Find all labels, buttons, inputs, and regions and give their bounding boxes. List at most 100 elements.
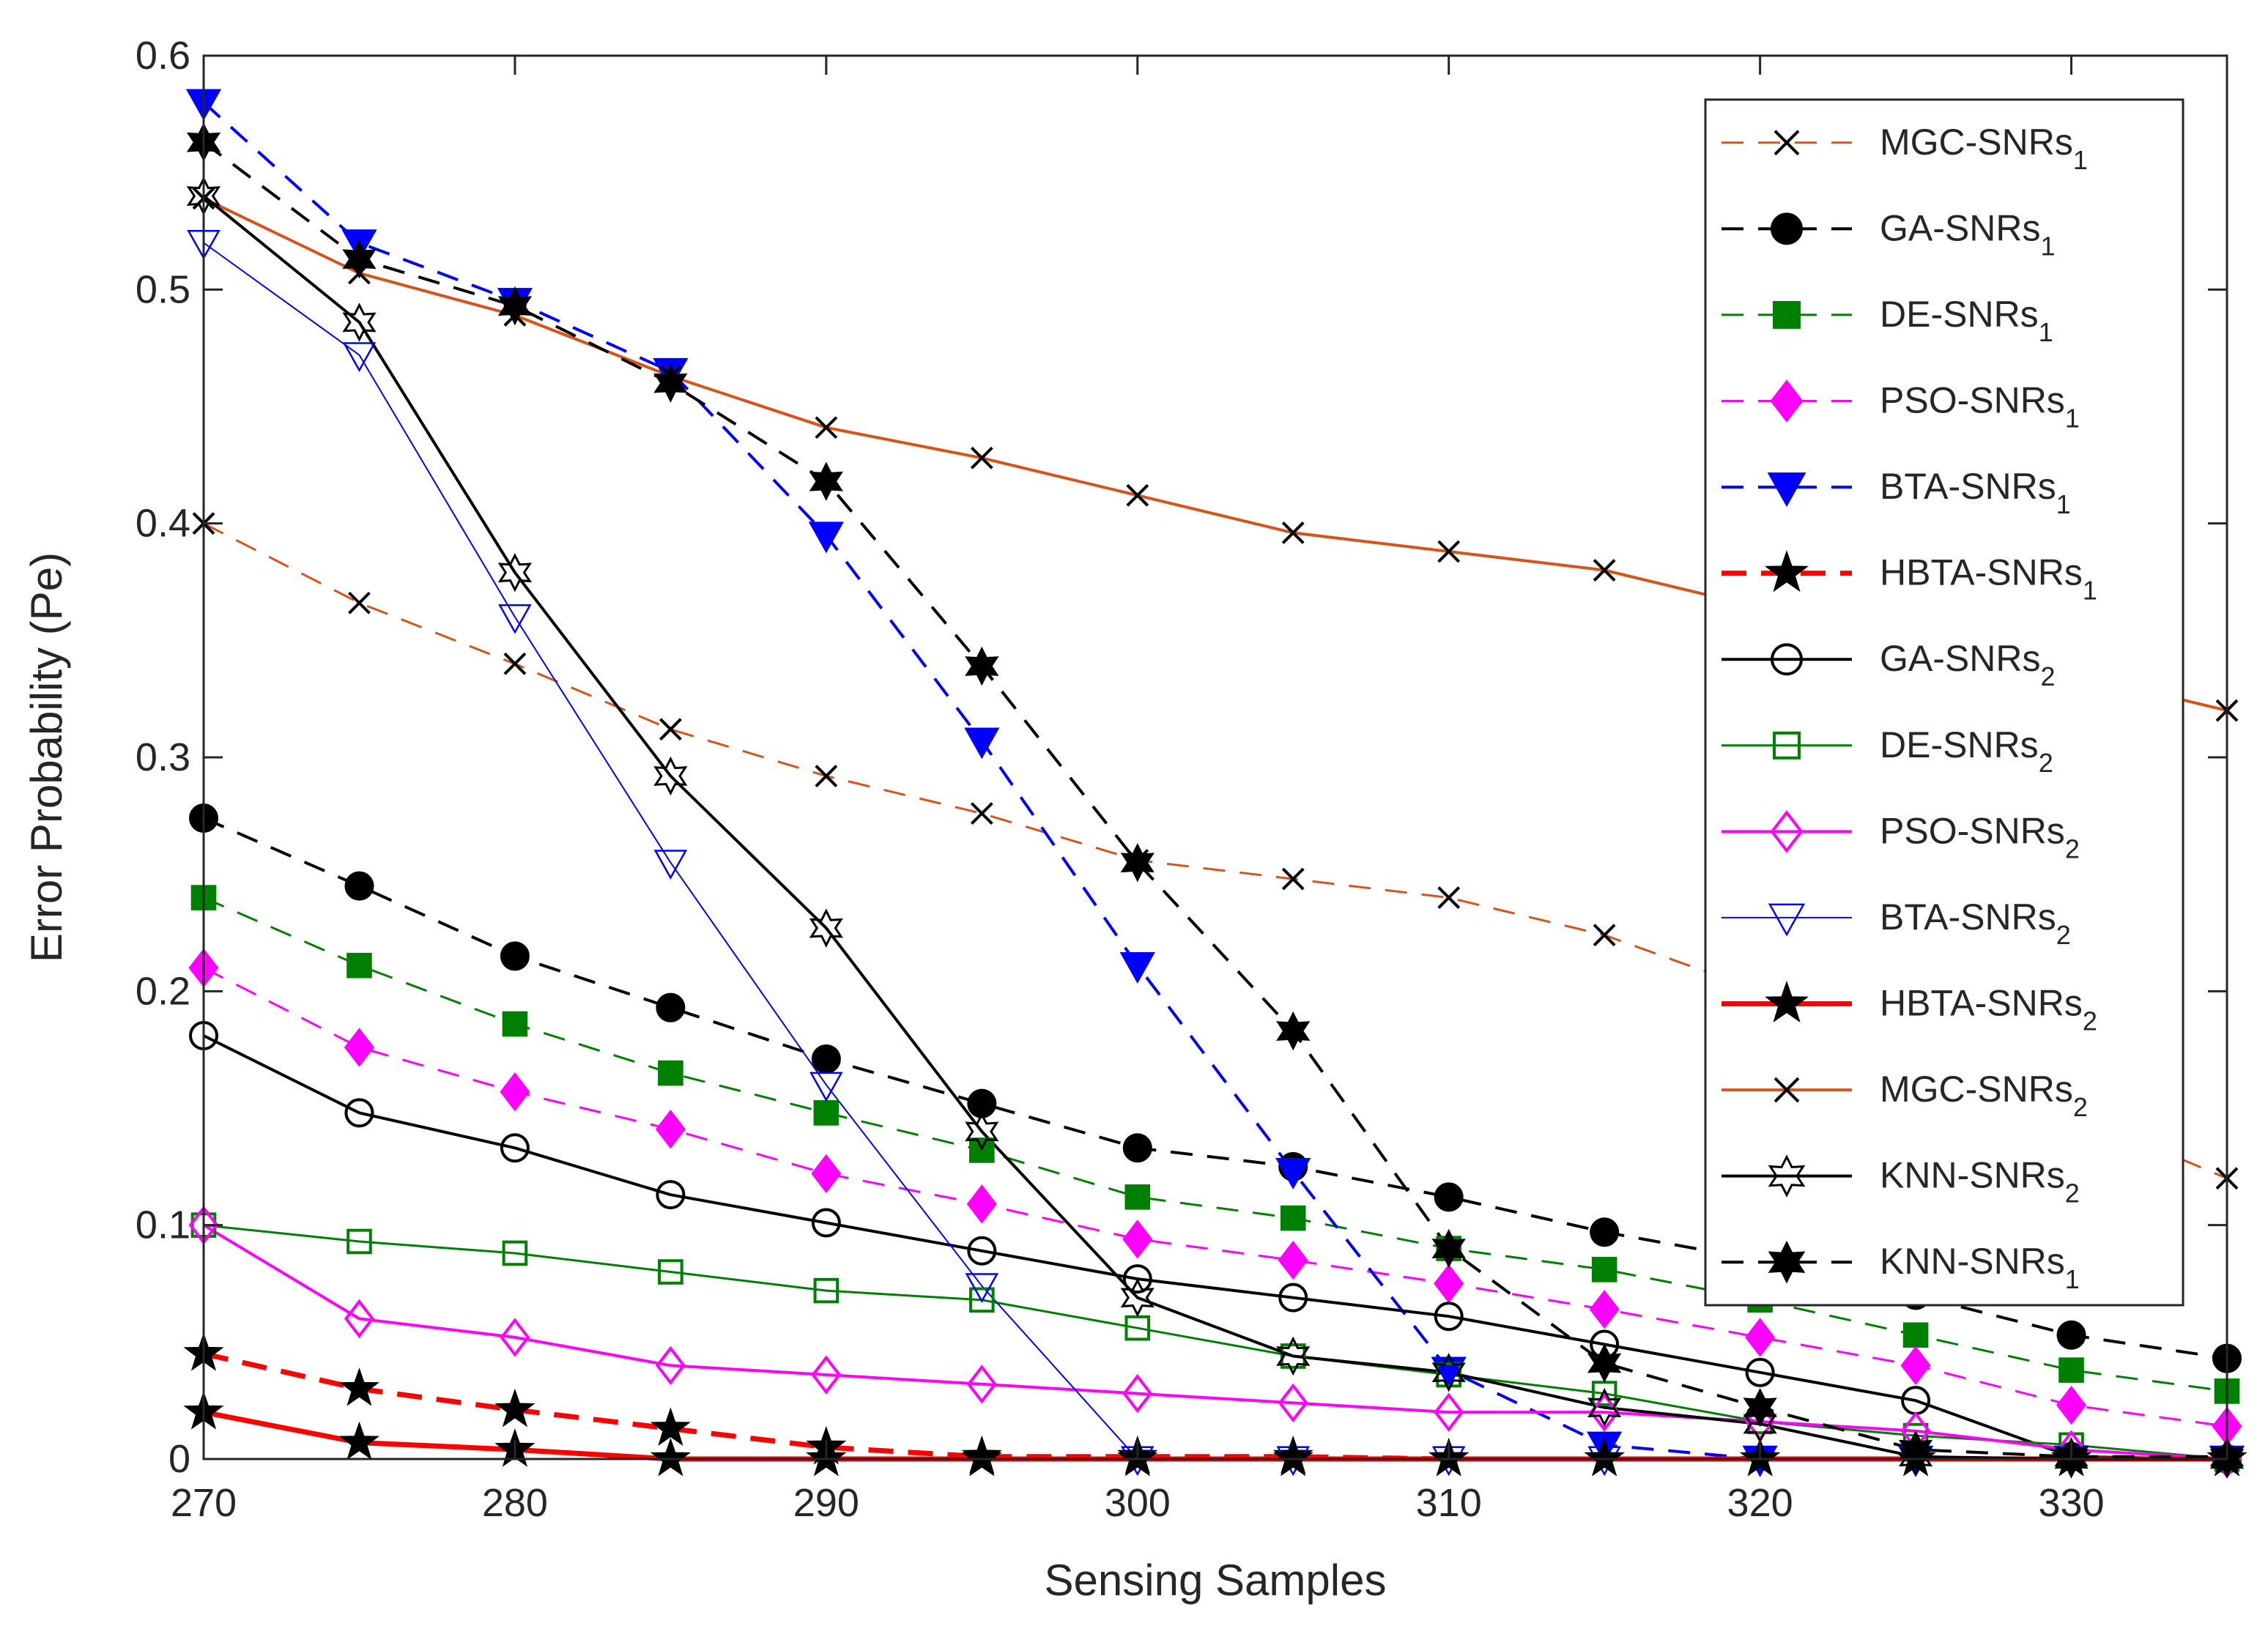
legend-label-subscript: 2 [2083, 1006, 2097, 1036]
data-point-de-snrs-2-285 [658, 1259, 683, 1285]
data-point-knn-snrs-2-285 [653, 756, 688, 796]
data-point-ga-snrs-2-280 [500, 1133, 530, 1163]
data-point-knn-snrs-2-325 [1898, 1437, 1933, 1477]
legend-marker [1771, 212, 1803, 245]
data-point-knn-snrs-2-305 [1276, 1336, 1311, 1376]
data-point-knn-snrs-1-275 [342, 240, 377, 279]
x-tick-label: 280 [482, 1481, 548, 1525]
data-point-bta-snrs-1-300 [1119, 952, 1155, 984]
legend-marker [1773, 300, 1801, 329]
data-point-de-snrs-2-295 [969, 1287, 995, 1313]
data-point-mgc-snrs-1-285 [659, 718, 682, 741]
data-point-de-snrs-1-330 [2058, 1357, 2084, 1383]
legend-label-subscript: 2 [2040, 661, 2055, 691]
data-point-ga-snrs-1-315 [1590, 1217, 1620, 1247]
data-point-de-snrs-1-300 [1124, 1184, 1151, 1210]
legend-marker [1764, 549, 1809, 593]
data-point-ga-snrs-2-290 [811, 1208, 841, 1238]
data-point-knn-snrs-1-295 [965, 646, 999, 686]
legend-label-subscript: 2 [2056, 920, 2071, 950]
legend-label-subscript: 1 [2083, 576, 2097, 606]
data-point-de-snrs-2-305 [1280, 1343, 1306, 1369]
data-point-pso-snrs-2-310 [1434, 1392, 1464, 1432]
x-axis-title: Sensing Samples [1045, 1556, 1387, 1605]
y-tick-label: 0 [168, 1437, 190, 1481]
x-tick-label: 290 [793, 1481, 859, 1525]
legend-label-subscript: 2 [2073, 1092, 2088, 1122]
data-point-knn-snrs-2-310 [1431, 1353, 1466, 1392]
data-point-knn-snrs-1-280 [497, 286, 533, 326]
series-line-pso-snrs-1 [203, 967, 2228, 1428]
data-point-de-snrs-1-290 [813, 1100, 840, 1126]
data-point-ga-snrs-2-310 [1434, 1302, 1464, 1332]
data-point-mgc-snrs-1-305 [1281, 867, 1305, 891]
data-point-de-snrs-2-290 [813, 1277, 840, 1304]
data-point-pso-snrs-1-305 [1278, 1240, 1308, 1280]
data-point-bta-snrs-2-290 [809, 1072, 843, 1102]
legend-marker [1770, 379, 1804, 423]
data-point-hbta-snrs-2-295 [961, 1437, 1002, 1477]
data-point-bta-snrs-1-305 [1275, 1158, 1311, 1190]
data-point-knn-snrs-1-285 [653, 363, 688, 403]
data-point-ga-snrs-1-300 [1122, 1133, 1152, 1163]
legend-label-subscript: 1 [2073, 145, 2088, 175]
legend-label-subscript: 1 [2065, 1264, 2080, 1294]
data-point-ga-snrs-2-295 [967, 1236, 997, 1266]
data-point-knn-snrs-2-300 [1120, 1277, 1155, 1318]
data-point-pso-snrs-1-300 [1122, 1220, 1153, 1259]
data-point-knn-snrs-1-325 [1898, 1430, 1933, 1469]
data-point-mgc-snrs-1-315 [1593, 924, 1616, 947]
data-point-ga-snrs-1-285 [656, 992, 686, 1022]
data-point-knn-snrs-1-300 [1120, 842, 1155, 883]
data-point-bta-snrs-2-295 [965, 1273, 999, 1303]
data-point-mgc-snrs-2-315 [1593, 559, 1616, 582]
data-point-pso-snrs-2-305 [1278, 1383, 1308, 1423]
data-point-de-snrs-1-280 [502, 1011, 528, 1037]
data-point-mgc-snrs-2-290 [815, 416, 838, 439]
data-point-ga-snrs-2-275 [344, 1098, 374, 1128]
data-point-mgc-snrs-2-310 [1437, 540, 1461, 563]
data-point-ga-snrs-1-280 [500, 941, 530, 971]
data-point-mgc-snrs-1-280 [503, 652, 527, 675]
data-point-mgc-snrs-1-295 [970, 802, 993, 825]
legend-marker [1764, 980, 1809, 1023]
data-point-bta-snrs-2-285 [653, 850, 688, 880]
data-point-de-snrs-1-275 [346, 952, 372, 979]
data-point-pso-snrs-2-300 [1122, 1373, 1153, 1414]
data-point-pso-snrs-1-295 [966, 1184, 997, 1224]
legend: MGC-SNRs1GA-SNRs1DE-SNRs1PSO-SNRs1BTA-SN… [1704, 98, 2184, 1307]
legend-marker [1774, 1077, 1800, 1103]
data-point-knn-snrs-2-295 [965, 1112, 999, 1151]
legend-label-subscript: 1 [2065, 404, 2080, 434]
x-tick-label: 300 [1105, 1481, 1171, 1525]
data-point-ga-snrs-2-285 [656, 1180, 686, 1210]
legend-marker [1768, 1240, 1806, 1284]
data-point-mgc-snrs-2-305 [1281, 521, 1305, 544]
data-point-ga-snrs-1-290 [811, 1044, 841, 1074]
data-point-pso-snrs-1-315 [1589, 1289, 1620, 1329]
data-point-bta-snrs-2-275 [342, 342, 377, 373]
legend-marker [1768, 1154, 1806, 1198]
data-point-pso-snrs-1-280 [500, 1072, 530, 1112]
data-point-pso-snrs-1-330 [2056, 1385, 2087, 1425]
data-point-pso-snrs-1-285 [655, 1110, 686, 1149]
data-point-ga-snrs-1-310 [1434, 1182, 1464, 1212]
data-point-mgc-snrs-1-290 [815, 765, 838, 787]
data-point-bta-snrs-1-290 [808, 521, 844, 554]
data-point-knn-snrs-1-305 [1276, 1011, 1311, 1051]
series-line-knn-snrs-1 [202, 141, 2227, 1458]
data-point-pso-snrs-2-285 [655, 1345, 686, 1385]
legend-box [1704, 98, 2184, 1307]
legend-label-subscript: 1 [2039, 317, 2053, 347]
data-point-de-snrs-2-275 [346, 1228, 372, 1255]
legend-marker [1771, 643, 1803, 676]
x-tick-label: 320 [1727, 1481, 1793, 1525]
data-point-pso-snrs-2-290 [811, 1355, 842, 1395]
tick-labels: 270 280 290 300 310 320 330 0 0.1 0.2 0.3 0.4 0.5 0.6 [136, 34, 2105, 1525]
y-tick-label: 0.6 [136, 34, 190, 78]
axes [202, 54, 2228, 1460]
legend-label-subscript: 2 [2039, 748, 2053, 778]
y-tick-label: 0.1 [136, 1203, 190, 1247]
series-line-de-snrs-2 [203, 1224, 2228, 1460]
legend-marker [1768, 903, 1806, 937]
